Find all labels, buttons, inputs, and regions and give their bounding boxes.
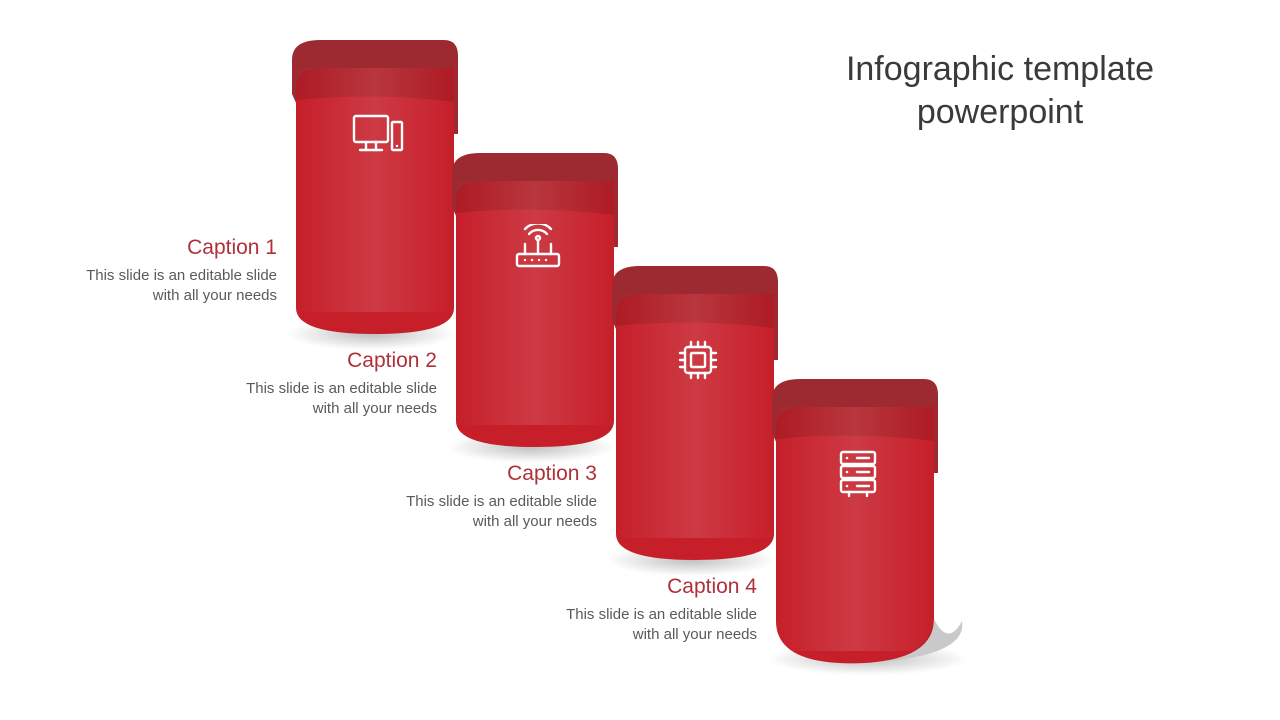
caption-subtitle: This slide is an editable slide with all… bbox=[387, 492, 597, 533]
title-line-2: powerpoint bbox=[917, 93, 1083, 131]
title-line-1: Infographic template bbox=[846, 50, 1154, 88]
caption-title: Caption 1 bbox=[67, 236, 277, 260]
server-icon bbox=[828, 443, 888, 503]
chip-icon bbox=[668, 330, 728, 390]
infographic-stage: Infographic template powerpoint Caption … bbox=[0, 0, 1280, 720]
ribbon-step-3 bbox=[612, 264, 778, 564]
page-title: Infographic template powerpoint bbox=[780, 48, 1220, 133]
caption-title: Caption 2 bbox=[227, 349, 437, 373]
caption-subtitle: This slide is an editable slide with all… bbox=[67, 266, 277, 307]
caption-title: Caption 3 bbox=[387, 462, 597, 486]
caption-title: Caption 4 bbox=[547, 575, 757, 599]
caption-4: Caption 4 This slide is an editable slide… bbox=[547, 575, 757, 646]
ribbon-step-1 bbox=[292, 38, 458, 338]
ribbon-step-4 bbox=[772, 377, 978, 677]
router-icon bbox=[508, 217, 568, 277]
caption-1: Caption 1 This slide is an editable slide… bbox=[67, 236, 277, 307]
caption-subtitle: This slide is an editable slide with all… bbox=[227, 379, 437, 420]
computer-icon bbox=[348, 104, 408, 164]
caption-2: Caption 2 This slide is an editable slide… bbox=[227, 349, 437, 420]
caption-3: Caption 3 This slide is an editable slide… bbox=[387, 462, 597, 533]
ribbon-step-2 bbox=[452, 151, 618, 451]
caption-subtitle: This slide is an editable slide with all… bbox=[547, 605, 757, 646]
